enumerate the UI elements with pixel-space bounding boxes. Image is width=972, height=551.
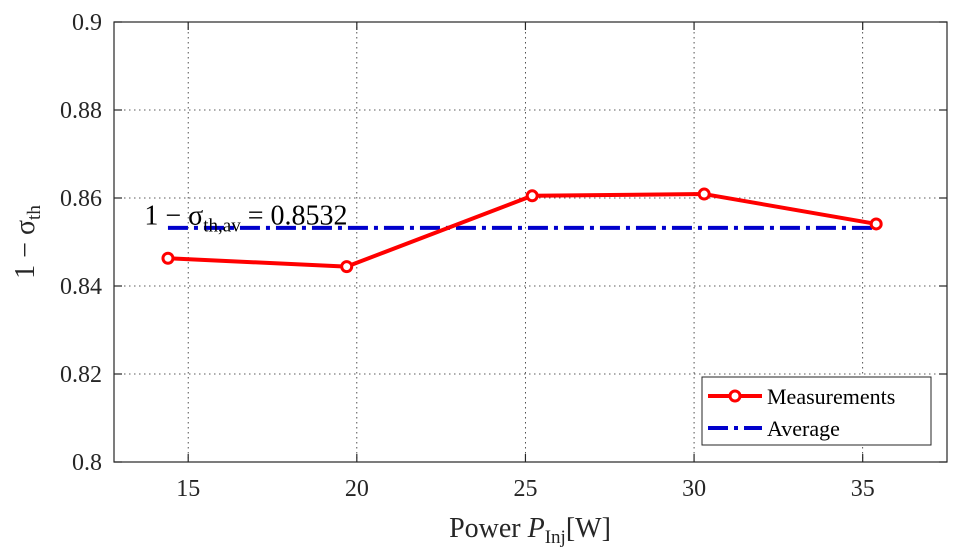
average-annotation: 1 − σth,av = 0.8532 [144, 200, 347, 236]
x-tick-label-15: 15 [176, 476, 200, 502]
x-axis-label-main: Power [449, 513, 528, 544]
y-axis-label: 1 − σth [10, 205, 45, 279]
legend-measurements-label: Measurements [767, 384, 895, 409]
measurement-point-3 [525, 189, 539, 203]
y-tick-label-0.82: 0.82 [60, 362, 102, 388]
y-tick-labels: 0.8 0.82 0.84 0.86 0.88 0.9 [60, 10, 102, 476]
x-tick-label-30: 30 [682, 476, 706, 502]
y-tick-label-0.84: 0.84 [60, 274, 102, 300]
x-axis-label-subscript: Inj [545, 527, 566, 548]
legend-box [701, 376, 932, 446]
legend: Measurements Average [701, 376, 932, 446]
y-tick-label-0.9: 0.9 [72, 10, 102, 36]
series-layer [161, 187, 883, 274]
y-tick-label-0.8: 0.8 [72, 450, 102, 476]
average-annotation-prefix: 1 − σ [144, 200, 203, 231]
measurement-point-2 [340, 260, 354, 274]
measurement-point-1 [161, 251, 175, 265]
y-tick-label-0.88: 0.88 [60, 98, 102, 124]
x-axis-label-unit: [W] [566, 513, 611, 544]
average-annotation-subscript: th,av [203, 215, 241, 236]
legend-average-label: Average [767, 416, 840, 441]
x-axis-label: Power PInj[W] [449, 513, 611, 548]
plot-frame [113, 21, 948, 463]
x-tick-label-35: 35 [851, 476, 875, 502]
y-axis-label-subscript: th [24, 205, 45, 220]
y-axis-label-main: 1 − σ [10, 220, 41, 279]
measurement-point-4 [697, 187, 711, 201]
measurement-point-5 [869, 217, 883, 231]
x-tick-label-20: 20 [345, 476, 369, 502]
x-axis-label-symbol: P [527, 513, 545, 544]
average-annotation-suffix: = 0.8532 [241, 200, 348, 231]
legend-measurements-marker [728, 389, 742, 403]
x-tick-labels: 15 20 25 30 35 [176, 476, 874, 502]
x-tick-label-25: 25 [513, 476, 537, 502]
tick-marks [114, 21, 947, 463]
y-tick-label-0.86: 0.86 [60, 186, 102, 212]
